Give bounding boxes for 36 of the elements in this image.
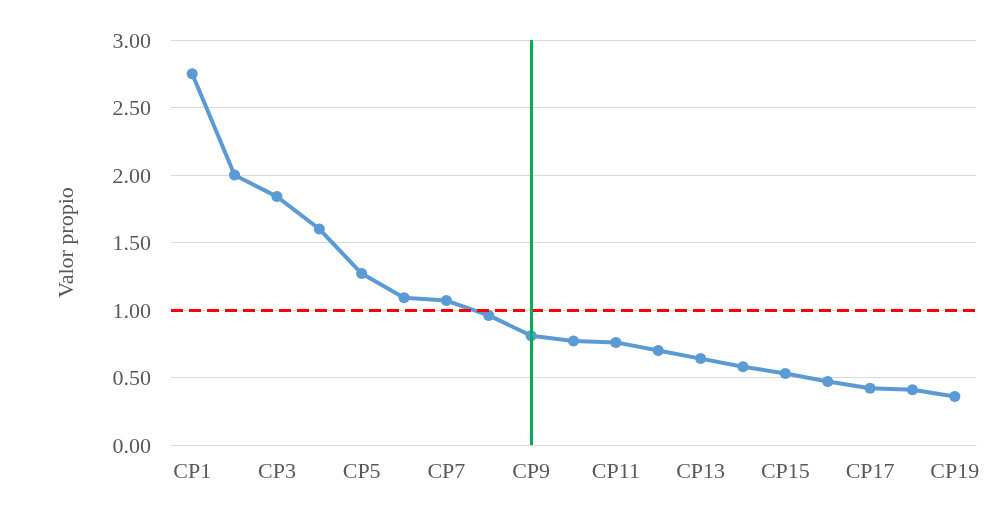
y-tick-label: 2.00: [112, 162, 151, 188]
y-tick-label: 1.50: [112, 230, 151, 255]
x-tick-label: CP1: [173, 457, 212, 483]
x-tick-label: CP19: [930, 457, 980, 483]
point: [356, 268, 368, 280]
point: [822, 376, 834, 388]
point: [779, 367, 791, 379]
point: [271, 191, 283, 203]
x-tick-label: CP7: [427, 457, 466, 483]
point: [313, 223, 325, 235]
point: [229, 169, 241, 181]
point: [864, 382, 876, 394]
y-tick-label: 0.50: [112, 365, 151, 390]
point: [610, 336, 622, 348]
y-tick-label: 3.00: [112, 27, 151, 53]
point: [186, 68, 198, 80]
point: [737, 361, 749, 373]
point: [568, 335, 579, 347]
point: [949, 390, 961, 402]
x-tick-label: CP3: [257, 457, 296, 483]
point: [483, 309, 495, 321]
x-tick-label: CP5: [342, 457, 381, 483]
point: [440, 295, 452, 307]
point: [652, 345, 664, 356]
x-tick-label: CP13: [676, 457, 726, 483]
point: [906, 384, 918, 396]
point: [398, 292, 410, 304]
x-tick-label: CP9: [512, 457, 551, 483]
x-tick-label: CP15: [760, 457, 810, 483]
x-tick-label: CP17: [845, 457, 895, 483]
x-tick-label: CP11: [591, 457, 640, 483]
y-tick-label: 0.00: [112, 432, 151, 458]
y-axis-title: Valor propio: [52, 187, 78, 298]
point: [695, 353, 707, 365]
y-tick-label: 1.00: [112, 297, 151, 323]
y-tick-label: 2.50: [112, 95, 151, 120]
